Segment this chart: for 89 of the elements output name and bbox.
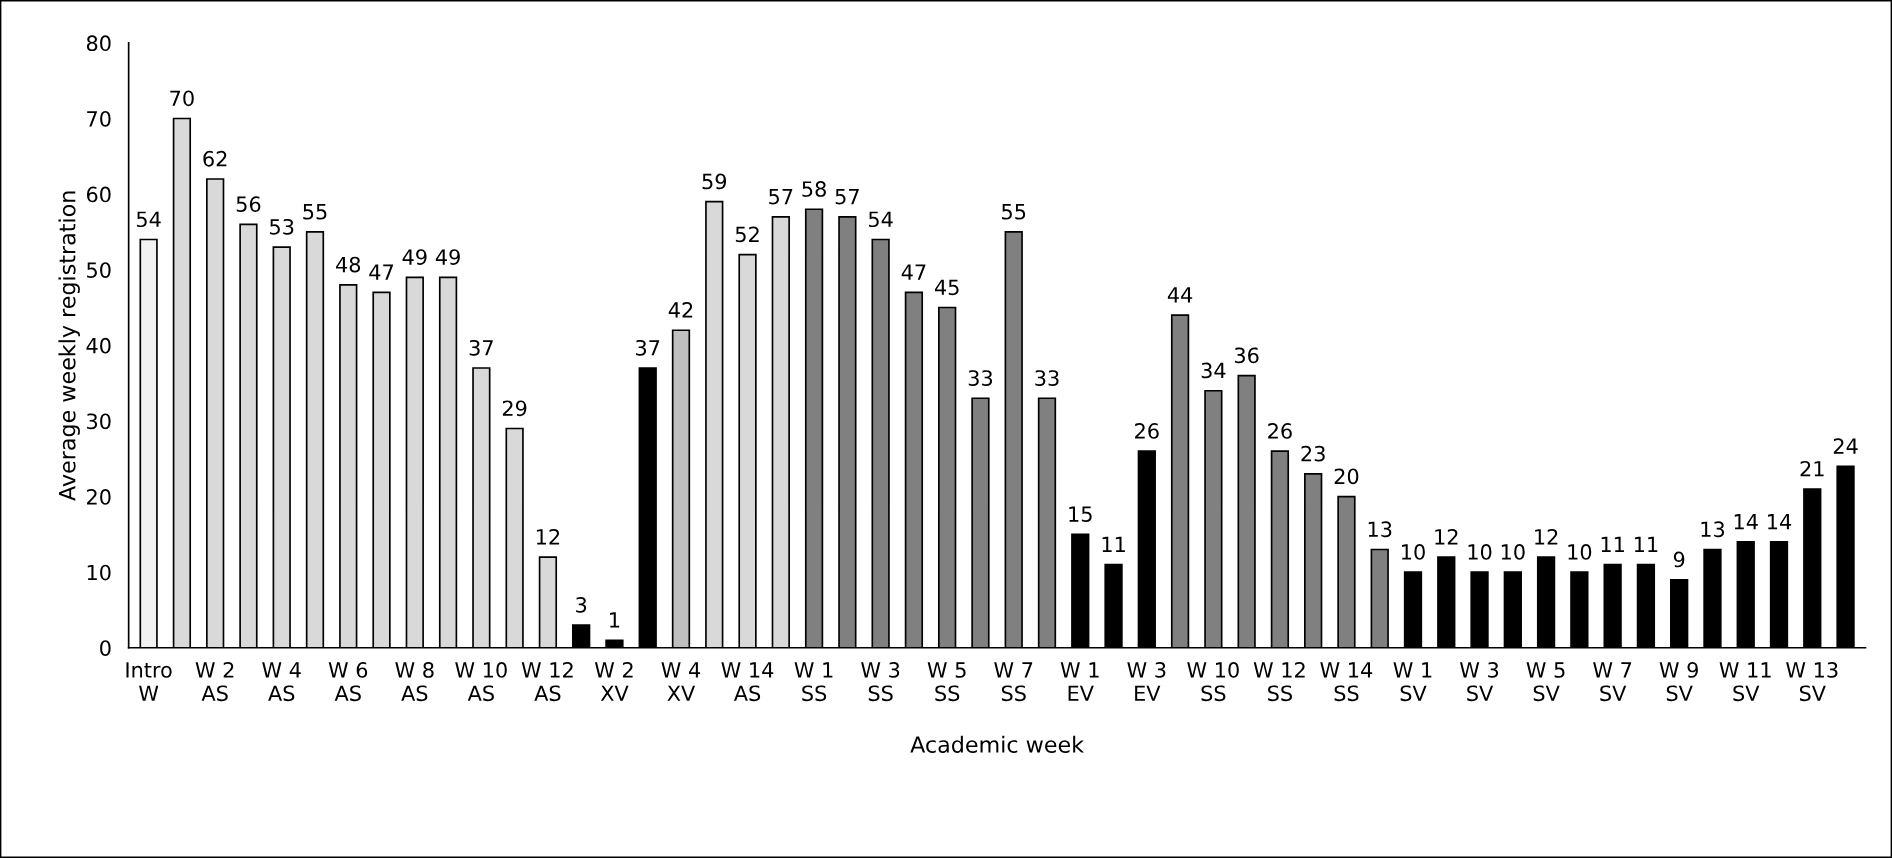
- data-label: 12: [1535, 528, 1558, 545]
- data-label: 15: [1069, 506, 1092, 522]
- x-tick-label: W 14 AS: [721, 662, 774, 702]
- x-tick-label: W 9 SV: [1659, 662, 1698, 702]
- data-label: 57: [835, 188, 859, 205]
- data-label: 33: [968, 370, 993, 386]
- data-label: 54: [136, 211, 161, 228]
- data-label: 23: [1301, 445, 1325, 462]
- data-label: 42: [668, 302, 693, 318]
- x-tick-label: W 1 SS: [794, 662, 833, 702]
- y-tick-label: 80: [86, 35, 111, 52]
- data-label: 13: [1701, 521, 1725, 538]
- data-label: 53: [270, 218, 294, 235]
- data-label: 10: [1402, 544, 1425, 560]
- x-tick-label: W 6 AS: [328, 662, 368, 702]
- data-label: 57: [769, 188, 793, 205]
- y-tick-label: 10: [87, 564, 111, 581]
- data-label: 44: [1167, 287, 1193, 303]
- x-tick-label: W 1 EV: [1060, 662, 1099, 701]
- x-tick-label: W 2 AS: [195, 662, 234, 702]
- data-label: 13: [1368, 521, 1392, 538]
- data-label: 48: [336, 256, 361, 273]
- data-label: 14: [1734, 514, 1758, 530]
- x-tick-label: W 3 SV: [1460, 662, 1499, 702]
- data-label: 37: [469, 339, 493, 356]
- data-label: 9: [1673, 551, 1685, 568]
- data-label: 59: [702, 173, 727, 190]
- data-label: 55: [303, 204, 327, 220]
- data-label: 12: [1435, 528, 1458, 545]
- data-label: 47: [369, 264, 394, 280]
- data-label: 26: [1135, 423, 1159, 439]
- y-axis-title: Average weekly registration: [58, 191, 80, 501]
- data-label: 62: [203, 150, 227, 167]
- data-label: 52: [735, 226, 759, 243]
- data-label: 11: [1601, 536, 1624, 552]
- data-label: 20: [1334, 468, 1359, 485]
- data-label: 45: [934, 279, 959, 296]
- data-label: 49: [402, 249, 427, 265]
- y-tick-label: 30: [87, 413, 111, 430]
- x-tick-label: W 12 AS: [521, 662, 573, 702]
- x-axis-title: Academic week: [910, 735, 1084, 753]
- data-label: 34: [1201, 362, 1226, 379]
- x-tick-label: W 5 SS: [927, 662, 966, 702]
- x-tick-label: W 4 AS: [262, 662, 301, 702]
- x-tick-label: W 3 EV: [1127, 662, 1166, 701]
- data-label: 55: [1002, 204, 1026, 220]
- data-label: 54: [868, 211, 893, 228]
- data-label: 36: [1234, 347, 1259, 364]
- data-label: 26: [1268, 423, 1292, 439]
- data-label: 3: [576, 596, 587, 613]
- y-tick-label: 0: [100, 640, 111, 656]
- data-label: 10: [1501, 544, 1525, 560]
- x-tick-label: W 1 SV: [1393, 662, 1432, 702]
- x-tick-label: W 10 SS: [1187, 662, 1239, 702]
- x-tick-label: W 12 SS: [1253, 662, 1305, 702]
- x-tick-label: Intro W: [126, 662, 172, 701]
- data-label: 33: [1035, 370, 1059, 386]
- x-tick-label: W 14 SS: [1320, 662, 1373, 702]
- data-label: 70: [170, 90, 194, 107]
- x-tick-label: W 11 SV: [1719, 662, 1771, 702]
- y-tick-label: 70: [87, 110, 111, 127]
- data-label: 11: [1102, 536, 1125, 552]
- x-tick-label: W 4 XV: [661, 662, 701, 701]
- x-tick-label: W 5 SV: [1526, 662, 1565, 702]
- data-label: 21: [1800, 460, 1824, 477]
- data-label: 10: [1568, 544, 1592, 560]
- x-tick-label: W 3 SS: [861, 662, 900, 702]
- data-label: 1: [610, 612, 620, 628]
- data-label: 11: [1634, 536, 1658, 552]
- data-label: 24: [1833, 438, 1858, 454]
- data-label: 37: [636, 339, 660, 356]
- data-label: 49: [435, 249, 460, 265]
- data-label: 29: [502, 400, 527, 417]
- y-tick-label: 60: [86, 186, 111, 203]
- data-label: 47: [901, 264, 926, 280]
- y-tick-label: 50: [87, 262, 111, 278]
- x-tick-label: W 2 XV: [594, 662, 633, 701]
- x-tick-label: W 8 AS: [395, 662, 434, 702]
- data-label: 14: [1768, 514, 1792, 530]
- data-label: 56: [236, 196, 261, 212]
- x-tick-label: W 7 SS: [994, 662, 1033, 702]
- data-label: 12: [536, 528, 560, 545]
- data-label: 10: [1468, 544, 1492, 560]
- x-tick-label: W 13 SV: [1786, 662, 1838, 702]
- x-tick-label: W 7 SV: [1593, 662, 1632, 702]
- y-tick-label: 20: [87, 489, 111, 505]
- x-tick-label: W 10 AS: [455, 662, 507, 702]
- data-label: 58: [802, 181, 826, 197]
- y-tick-label: 40: [86, 337, 111, 354]
